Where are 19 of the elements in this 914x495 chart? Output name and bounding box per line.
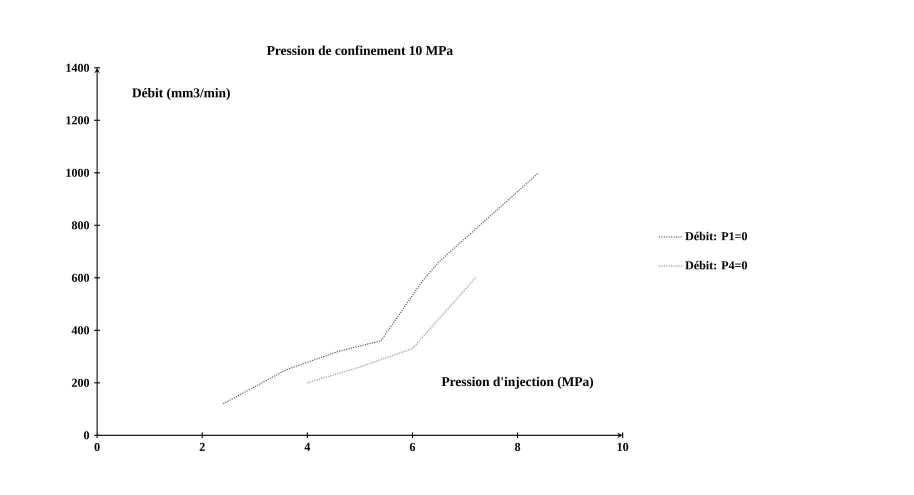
y-tick-label: 800 — [72, 221, 90, 230]
y-tick-label: 600 — [72, 274, 90, 282]
x-tick-label: 10 — [618, 442, 628, 451]
y-tick-label: 200 — [72, 378, 90, 387]
y-tick-label: 1400 — [66, 64, 90, 72]
chart-title: Pression de confinement 10 MPa — [266, 45, 453, 55]
y-tick-label: 0 — [84, 431, 90, 440]
x-tick-label: 4 — [304, 442, 310, 451]
legend-label: Débit: P1=0 — [685, 232, 748, 240]
y-tick-label: 400 — [72, 326, 90, 334]
x-tick-label: 2 — [200, 442, 205, 451]
y-axis-title: Débit (mm3/min) — [132, 88, 230, 100]
x-tick-label: 8 — [514, 442, 520, 451]
y-tick-label: 1000 — [66, 168, 90, 177]
x-tick-label: 0 — [94, 442, 100, 451]
x-axis-title: Pression d'injection (MPa) — [442, 376, 594, 389]
legend-label: Débit: P4=0 — [685, 260, 748, 270]
x-tick-label: 6 — [410, 442, 416, 451]
y-tick-label: 1200 — [66, 116, 90, 124]
